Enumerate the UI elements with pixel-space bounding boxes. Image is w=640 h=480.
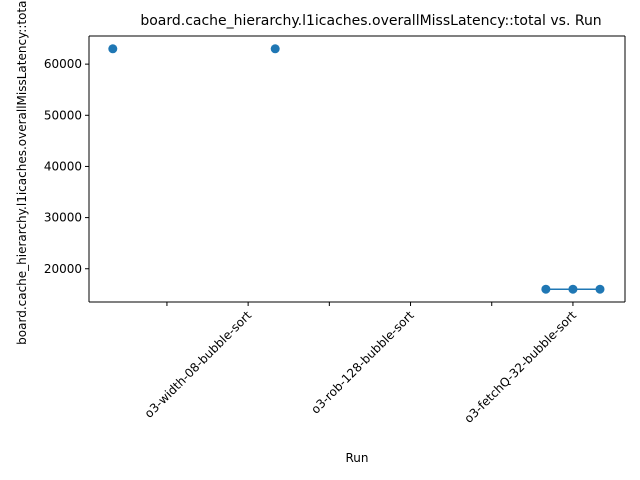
y-tick-label: 30000 — [44, 211, 82, 225]
y-tick-label: 20000 — [44, 262, 82, 276]
y-axis-label: board.cache_hierarchy.l1icaches.overallM… — [15, 0, 29, 345]
data-point — [541, 284, 551, 294]
chart-title: board.cache_hierarchy.l1icaches.overallM… — [140, 13, 601, 29]
y-tick-label: 60000 — [44, 57, 82, 71]
data-point — [270, 44, 280, 54]
data-point — [108, 44, 118, 54]
y-tick-label: 50000 — [44, 108, 82, 122]
data-point — [595, 284, 605, 294]
x-axis-label: Run — [345, 451, 368, 465]
y-tick-label: 40000 — [44, 159, 82, 173]
data-point — [568, 284, 578, 294]
